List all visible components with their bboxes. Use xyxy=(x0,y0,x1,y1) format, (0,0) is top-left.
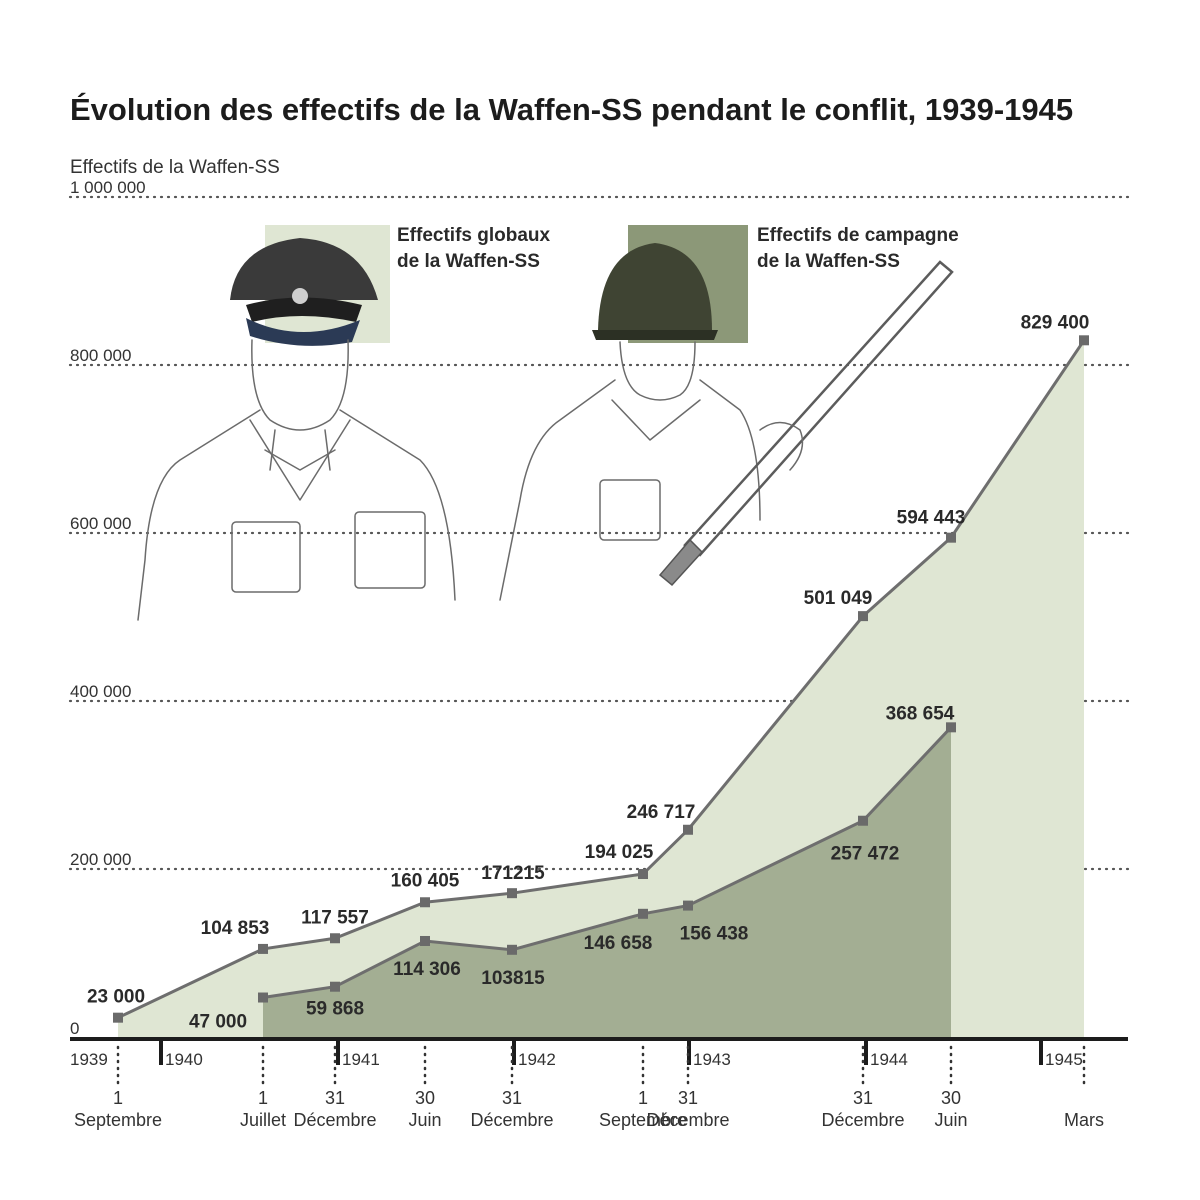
marker-field xyxy=(258,992,268,1003)
year-label: 1940 xyxy=(165,1050,203,1069)
y-tick-label: 1 000 000 xyxy=(70,178,146,197)
date-month-label: Décembre xyxy=(293,1110,376,1130)
marker-global xyxy=(683,824,693,835)
marker-global xyxy=(420,897,430,908)
data-label-field: 59 868 xyxy=(306,999,364,1020)
marker-field xyxy=(507,944,517,955)
data-label-global: 104 853 xyxy=(201,918,270,939)
marker-global xyxy=(330,933,340,944)
line-global xyxy=(117,339,1086,1020)
date-month-label: Décembre xyxy=(646,1110,729,1130)
data-label-field: 114 306 xyxy=(393,959,461,980)
marker-global xyxy=(258,943,268,954)
date-month-label: Décembre xyxy=(821,1110,904,1130)
y-tick-label: 200 000 xyxy=(70,850,131,869)
date-day-label: 30 xyxy=(415,1088,435,1108)
date-day-label: 31 xyxy=(853,1088,873,1108)
marker-field xyxy=(858,815,868,826)
y-tick-label: 0 xyxy=(70,1019,79,1038)
data-label-field: 146 658 xyxy=(584,933,653,954)
data-label-global: 501 049 xyxy=(804,588,873,609)
marker-global xyxy=(858,611,868,622)
legend-field-line2: de la Waffen-SS xyxy=(757,251,900,272)
data-label-global: 594 443 xyxy=(897,508,966,529)
data-label-global: 171215 xyxy=(481,863,545,884)
marker-global xyxy=(946,532,956,543)
marker-field xyxy=(638,908,648,919)
year-label: 1939 xyxy=(70,1050,108,1069)
date-month-label: Mars xyxy=(1064,1110,1104,1130)
date-month-label: Juin xyxy=(408,1110,441,1130)
chart-title: Évolution des effectifs de la Waffen-SS … xyxy=(70,92,1073,127)
data-label-global: 194 025 xyxy=(585,842,654,863)
line-field xyxy=(262,726,953,1000)
legend-global-line1: Effectifs globaux xyxy=(397,225,551,246)
data-label-global: 160 405 xyxy=(391,870,460,891)
soldier-illustration xyxy=(499,243,954,601)
date-month-label: Septembre xyxy=(599,1110,687,1130)
year-label: 1944 xyxy=(870,1050,908,1069)
series-areas xyxy=(117,339,1086,1038)
date-day-label: 1 xyxy=(113,1088,123,1108)
marker-global xyxy=(507,888,517,899)
date-day-label: 1 xyxy=(638,1088,648,1108)
year-label: 1942 xyxy=(518,1050,556,1069)
data-label-field: 257 472 xyxy=(831,844,900,865)
date-day-label: 31 xyxy=(502,1088,522,1108)
y-axis-label: Effectifs de la Waffen-SS xyxy=(70,157,280,178)
marker-field xyxy=(330,981,340,992)
y-tick-label: 400 000 xyxy=(70,682,131,701)
marker-global xyxy=(113,1012,123,1023)
year-label: 1941 xyxy=(342,1050,380,1069)
date-month-label: Décembre xyxy=(470,1110,553,1130)
data-label-global: 23 000 xyxy=(87,987,145,1008)
marker-field xyxy=(420,935,430,946)
year-label: 1945 xyxy=(1045,1050,1083,1069)
x-axis: 1939 1940 1941 1942 1943 1944 19451Septembre1J… xyxy=(70,1037,1128,1130)
marker-global xyxy=(638,869,648,880)
officer-illustration xyxy=(137,238,456,621)
data-label-global: 246 717 xyxy=(627,802,696,823)
data-label-field: 47 000 xyxy=(189,1012,247,1033)
year-label: 1943 xyxy=(693,1050,731,1069)
series-markers xyxy=(113,335,1089,1023)
data-label-field: 103815 xyxy=(481,968,545,989)
y-tick-label: 800 000 xyxy=(70,346,131,365)
marker-field xyxy=(946,722,956,733)
data-label-field: 368 654 xyxy=(886,703,955,724)
data-label-field: 156 438 xyxy=(680,924,749,945)
marker-field xyxy=(683,900,693,911)
date-month-label: Septembre xyxy=(74,1110,162,1130)
date-day-label: 31 xyxy=(678,1088,698,1108)
data-labels: 23 000 104 853 117 557 160 405 171215 194 025… xyxy=(87,312,1089,1032)
date-month-label: Juillet xyxy=(240,1110,286,1130)
legend-global-line2: de la Waffen-SS xyxy=(397,251,540,272)
date-day-label: 30 xyxy=(941,1088,961,1108)
date-month-label: Juin xyxy=(934,1110,967,1130)
data-label-global: 829 400 xyxy=(1021,312,1090,333)
legend-field-line1: Effectifs de campagne xyxy=(757,225,959,246)
date-day-label: 1 xyxy=(258,1088,268,1108)
data-label-global: 117 557 xyxy=(301,907,369,928)
marker-global xyxy=(1079,335,1089,346)
area-field xyxy=(263,727,951,1037)
y-tick-label: 600 000 xyxy=(70,514,131,533)
date-day-label: 31 xyxy=(325,1088,345,1108)
